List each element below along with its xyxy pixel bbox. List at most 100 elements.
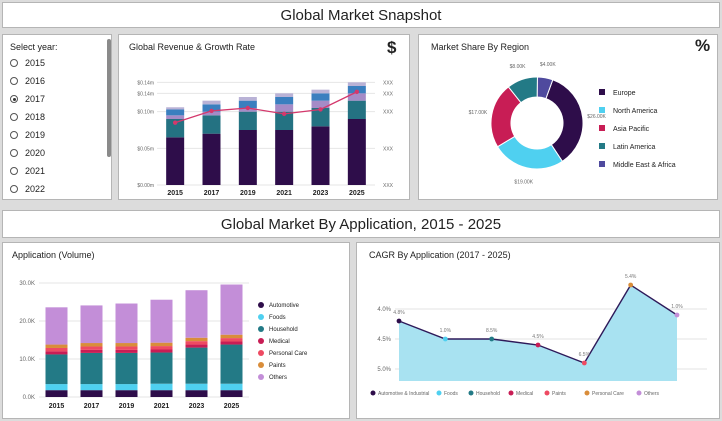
x-tick-label: 2023: [189, 403, 205, 410]
year-list-scrollbar[interactable]: [107, 39, 111, 157]
y-tick-label: 4.5%: [377, 337, 391, 343]
y-tick-label: $0.05m: [137, 146, 154, 152]
volume-bar-segment: [115, 346, 138, 350]
revenue-bar-segment: [347, 93, 366, 101]
year-option-2018[interactable]: 2018: [10, 111, 45, 123]
volume-bar-segment: [185, 390, 208, 397]
revenue-bar-segment: [238, 111, 257, 130]
y-tick-label: 5.0%: [377, 367, 391, 373]
cagr-value-label: 1.0%: [440, 328, 452, 334]
legend-swatch: [599, 89, 605, 95]
cagr-value-label: 4.8%: [393, 310, 405, 316]
x-tick-label: 2017: [204, 190, 220, 197]
legend-label: Household: [269, 327, 298, 333]
radio-button[interactable]: [10, 167, 18, 175]
radio-button[interactable]: [10, 131, 18, 139]
y-tick-label: 0.0K: [23, 395, 35, 401]
year-option-2022[interactable]: 2022: [10, 183, 45, 195]
volume-bar-segment: [220, 338, 243, 342]
year-selector-panel: Select year: 2015 2016 2017 2018 2019 2020 202…: [2, 34, 112, 200]
year-option-2016[interactable]: 2016: [10, 75, 45, 87]
legend-label: Europe: [613, 90, 636, 97]
revenue-bar-segment: [275, 97, 294, 105]
volume-bar-segment: [150, 349, 173, 353]
x-tick-label: 2019: [119, 403, 135, 410]
revenue-bar-segment: [275, 111, 294, 130]
header-banner: Global Market Snapshot: [2, 2, 720, 28]
growth-rate-point: [318, 107, 323, 112]
radio-button[interactable]: [10, 149, 18, 157]
volume-bar-segment: [185, 347, 208, 384]
cagr-value-label: 4.5%: [532, 334, 544, 340]
growth-rate-point: [209, 108, 214, 114]
y-tick-label: 4.0%: [377, 307, 391, 313]
volume-bar-segment: [220, 284, 243, 335]
y-tick-label: 20.0K: [19, 319, 35, 325]
year-option-2017[interactable]: 2017: [10, 93, 45, 105]
x-tick-label: 2025: [224, 403, 240, 410]
legend-label: Foods: [444, 391, 458, 397]
growth-rate-point: [245, 105, 251, 111]
radio-button[interactable]: [10, 77, 18, 85]
legend-label: Others: [269, 375, 287, 381]
volume-bar-segment: [45, 351, 68, 355]
year-option-2020[interactable]: 2020: [10, 147, 45, 159]
revenue-bar-segment: [166, 109, 185, 116]
cagr-point: [396, 318, 402, 324]
revenue-bar-segment: [166, 107, 185, 110]
volume-bar-segment: [220, 341, 243, 345]
year-option-2015[interactable]: 2015: [10, 57, 45, 69]
growth-rate-line: [174, 91, 358, 124]
y-tick-label: $0.00m: [137, 183, 154, 189]
volume-bar-segment: [150, 390, 173, 397]
growth-rate-point: [172, 120, 178, 125]
legend-swatch: [544, 390, 550, 396]
volume-bar-segment: [45, 390, 68, 397]
revenue-bar-segment: [202, 100, 221, 105]
y-tick-label: $0.14m: [137, 91, 154, 97]
legend-label: Household: [476, 391, 500, 397]
market-share-donut: $26.00K $19.00K $17.00K $8.00K $4.00K Europe N…: [469, 62, 676, 186]
legend-swatch: [599, 125, 605, 131]
growth-rate-point: [281, 111, 287, 117]
cagr-point: [674, 312, 680, 318]
volume-bar-segment: [150, 299, 173, 343]
volume-bar-segment: [150, 383, 173, 391]
legend-swatch: [584, 390, 590, 396]
y2-tick-label: XXX: [383, 146, 394, 152]
legend-swatch: [468, 390, 474, 396]
volume-bar-segment: [80, 346, 103, 350]
year-selector-label: Select year:: [10, 42, 58, 52]
slice-value-label: $4.00K: [540, 62, 557, 68]
radio-button[interactable]: [10, 185, 18, 193]
volume-bar-segment: [115, 303, 138, 344]
volume-panel: Application (Volume) 0.0K 10.0K 20.0K 30.0K…: [2, 242, 350, 419]
cagr-value-label: 5.4%: [625, 274, 637, 280]
percent-icon: %: [695, 36, 711, 55]
radio-button[interactable]: [10, 113, 18, 121]
revenue-bar-segment: [238, 130, 257, 185]
x-tick-label: 2015: [49, 403, 65, 410]
volume-bar-segment: [80, 305, 103, 344]
legend-swatch: [258, 314, 264, 320]
year-option-label: 2015: [25, 58, 46, 68]
volume-bar-segment: [115, 352, 138, 385]
year-option-2019[interactable]: 2019: [10, 129, 45, 141]
revenue-panel: Global Revenue & Growth Rate $ $0.00m XXX…: [118, 34, 410, 200]
legend-swatch: [258, 374, 264, 380]
radio-button[interactable]: [10, 95, 18, 103]
year-option-2021[interactable]: 2021: [10, 165, 45, 177]
legend-label: Personal Care: [269, 351, 308, 357]
radio-button[interactable]: [10, 59, 18, 67]
x-tick-label: 2025: [349, 190, 365, 197]
dollar-icon: $: [387, 38, 397, 57]
section-title: Global Market By Application, 2015 - 202…: [220, 215, 502, 233]
year-option-label: 2019: [25, 130, 46, 140]
revenue-bar-segment: [166, 115, 185, 119]
volume-bar-segment: [45, 384, 68, 391]
slice-value-label: $8.00K: [510, 64, 527, 70]
revenue-bar-segment: [347, 82, 366, 86]
legend-label: Automotive & Industrial: [378, 391, 429, 397]
x-tick-label: 2015: [167, 190, 183, 197]
revenue-bar-segment: [347, 119, 366, 185]
